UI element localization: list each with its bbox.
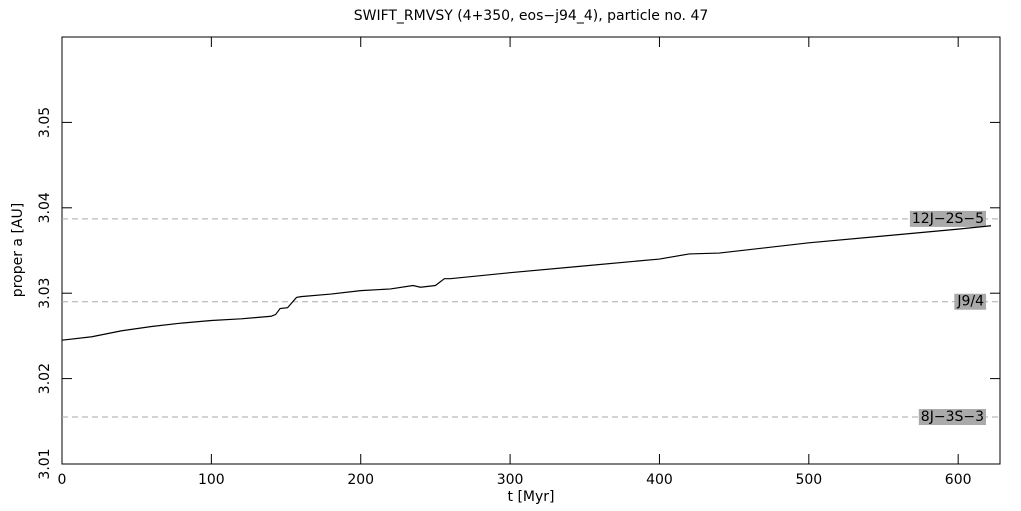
resonance-label-bg xyxy=(909,210,986,227)
resonance-label: 8J−3S−3 xyxy=(921,409,984,425)
plot-frame xyxy=(61,36,1001,465)
resonance-label: J9/4 xyxy=(956,294,984,310)
y-tick-label: 3.05 xyxy=(37,107,53,138)
y-tick-label: 3.03 xyxy=(37,278,53,309)
resonance-label: 12J−2S−5 xyxy=(912,211,984,227)
data-line xyxy=(61,225,992,341)
x-tick-label: 400 xyxy=(646,472,673,488)
resonance-label-bg xyxy=(918,409,986,426)
x-tick-label: 500 xyxy=(795,472,822,488)
x-tick-label: 100 xyxy=(198,472,225,488)
x-tick-label: 200 xyxy=(347,472,374,488)
y-tick-label: 3.04 xyxy=(37,192,53,223)
y-tick-label: 3.02 xyxy=(37,363,53,394)
resonance-label-bg xyxy=(954,293,987,310)
chart-title: SWIFT_RMVSY (4+350, eos−j94_4), particle… xyxy=(354,8,709,24)
x-tick-label: 0 xyxy=(58,472,67,488)
y-axis-label: proper a [AU] xyxy=(10,203,26,297)
x-tick-label: 300 xyxy=(497,472,524,488)
x-axis-label: t [Myr] xyxy=(508,489,555,505)
x-tick-label: 600 xyxy=(945,472,972,488)
y-tick-label: 3.01 xyxy=(37,448,53,479)
